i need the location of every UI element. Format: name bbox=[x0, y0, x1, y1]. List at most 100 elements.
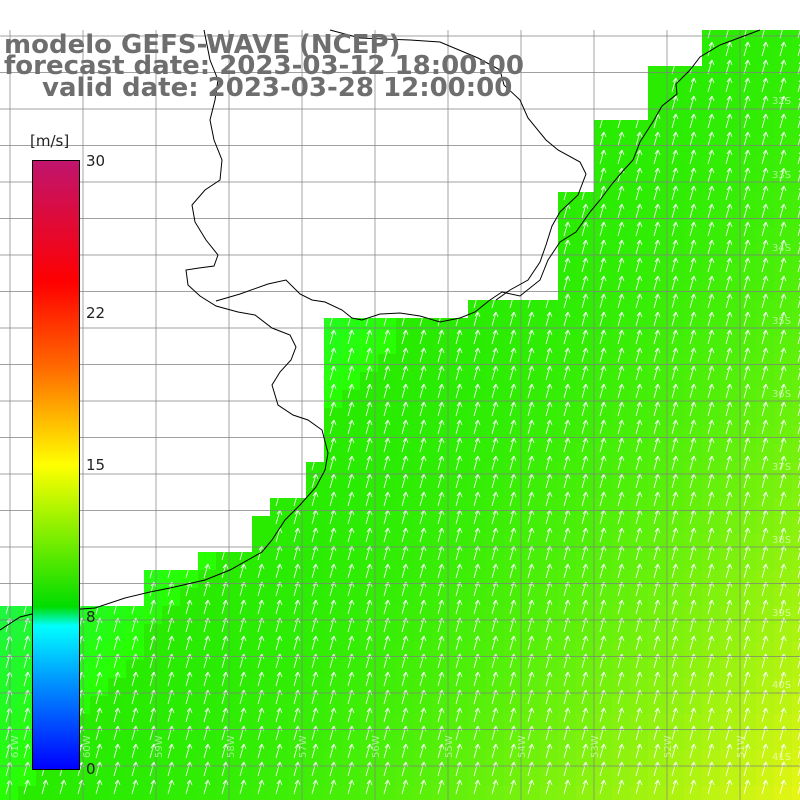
wind-speed-cell bbox=[792, 336, 800, 354]
wind-speed-cell bbox=[594, 426, 612, 444]
wind-arrow bbox=[527, 311, 535, 327]
wind-arrow bbox=[509, 473, 517, 489]
wind-speed-cell bbox=[396, 462, 414, 480]
wind-speed-cell bbox=[378, 588, 396, 606]
wind-arrow bbox=[725, 491, 733, 507]
wind-speed-cell bbox=[270, 498, 288, 516]
wind-speed-cell bbox=[18, 732, 36, 750]
wind-speed-cell bbox=[702, 66, 720, 84]
wind-arrow bbox=[653, 581, 661, 597]
wind-speed-cell bbox=[180, 642, 198, 660]
wind-arrow bbox=[365, 473, 373, 489]
wind-speed-cell bbox=[0, 714, 18, 732]
colorbar-tick-22: 22 bbox=[86, 304, 106, 322]
wind-arrow bbox=[203, 581, 211, 597]
wind-speed-cell bbox=[576, 714, 594, 732]
wind-speed-cell bbox=[432, 498, 450, 516]
wind-arrow bbox=[509, 599, 517, 615]
wind-speed-cell bbox=[612, 462, 630, 480]
wind-speed-cell bbox=[486, 606, 504, 624]
wind-speed-cell bbox=[90, 606, 108, 624]
wind-arrow bbox=[473, 779, 481, 795]
wind-speed-cell bbox=[792, 642, 800, 660]
wind-speed-cell bbox=[792, 84, 800, 102]
wind-speed-cell bbox=[306, 750, 324, 768]
wind-speed-cell bbox=[198, 660, 216, 678]
wind-speed-cell bbox=[468, 786, 486, 800]
wind-arrow bbox=[311, 743, 319, 759]
wind-speed-cell bbox=[342, 606, 360, 624]
wind-speed-cell bbox=[414, 318, 432, 336]
wind-speed-cell bbox=[450, 786, 468, 800]
wind-arrow bbox=[221, 563, 229, 579]
longitude-label: 59W bbox=[154, 735, 165, 758]
wind-arrow bbox=[743, 131, 751, 147]
wind-speed-cell bbox=[450, 642, 468, 660]
wind-speed-cell bbox=[0, 732, 18, 750]
wind-speed-cell bbox=[72, 786, 90, 800]
wind-speed-cell bbox=[774, 390, 792, 408]
wind-arrow bbox=[455, 527, 463, 543]
wind-speed-cell bbox=[756, 354, 774, 372]
wind-speed-cell bbox=[594, 768, 612, 786]
wind-arrow bbox=[779, 401, 787, 417]
wind-arrow bbox=[635, 203, 643, 219]
wind-arrow bbox=[419, 365, 427, 381]
wind-arrow bbox=[473, 293, 481, 309]
wind-arrow bbox=[509, 419, 517, 435]
wind-speed-cell bbox=[486, 714, 504, 732]
wind-speed-cell bbox=[432, 390, 450, 408]
wind-arrow bbox=[707, 311, 715, 327]
wind-arrow bbox=[725, 455, 733, 471]
wind-arrow bbox=[599, 599, 607, 615]
wind-arrow bbox=[455, 383, 463, 399]
wind-arrow bbox=[761, 383, 769, 399]
wind-arrow bbox=[455, 329, 463, 345]
wind-speed-cell bbox=[612, 408, 630, 426]
wind-arrow bbox=[509, 455, 517, 471]
wind-speed-cell bbox=[450, 516, 468, 534]
wind-arrow bbox=[761, 113, 769, 129]
wind-speed-cell bbox=[594, 210, 612, 228]
wind-speed-cell bbox=[0, 768, 18, 786]
wind-speed-cell bbox=[288, 516, 306, 534]
wind-arrow bbox=[419, 743, 427, 759]
wind-arrow bbox=[401, 347, 409, 363]
wind-arrow bbox=[527, 707, 535, 723]
wind-arrow bbox=[329, 581, 337, 597]
wind-speed-cell bbox=[576, 462, 594, 480]
wind-arrow bbox=[689, 563, 697, 579]
wind-arrow bbox=[743, 329, 751, 345]
wind-speed-cell bbox=[108, 606, 126, 624]
wind-arrow bbox=[491, 491, 499, 507]
wind-arrow bbox=[671, 419, 679, 435]
wind-speed-cell bbox=[630, 390, 648, 408]
wind-arrow bbox=[401, 455, 409, 471]
wind-arrow bbox=[671, 491, 679, 507]
wind-speed-cell bbox=[612, 732, 630, 750]
wind-arrow bbox=[617, 779, 625, 795]
wind-speed-cell bbox=[630, 174, 648, 192]
wind-arrow bbox=[779, 41, 787, 57]
wind-speed-cell bbox=[180, 624, 198, 642]
wind-speed-cell bbox=[432, 372, 450, 390]
wind-speed-cell bbox=[630, 552, 648, 570]
wind-speed-cell bbox=[684, 408, 702, 426]
wind-arrow bbox=[473, 527, 481, 543]
wind-speed-cell bbox=[540, 606, 558, 624]
wind-speed-cell bbox=[504, 606, 522, 624]
wind-speed-cell bbox=[288, 498, 306, 516]
wind-speed-cell bbox=[756, 120, 774, 138]
wind-arrow bbox=[761, 437, 769, 453]
wind-arrow bbox=[635, 401, 643, 417]
wind-speed-cell bbox=[702, 102, 720, 120]
wind-arrow bbox=[761, 95, 769, 111]
wind-speed-cell bbox=[486, 498, 504, 516]
wind-speed-cell bbox=[396, 750, 414, 768]
wind-speed-cell bbox=[612, 786, 630, 800]
wind-arrow bbox=[347, 401, 355, 417]
wind-arrow bbox=[491, 779, 499, 795]
wind-arrow bbox=[293, 671, 301, 687]
wind-speed-cell bbox=[90, 732, 108, 750]
wind-speed-cell bbox=[234, 786, 252, 800]
